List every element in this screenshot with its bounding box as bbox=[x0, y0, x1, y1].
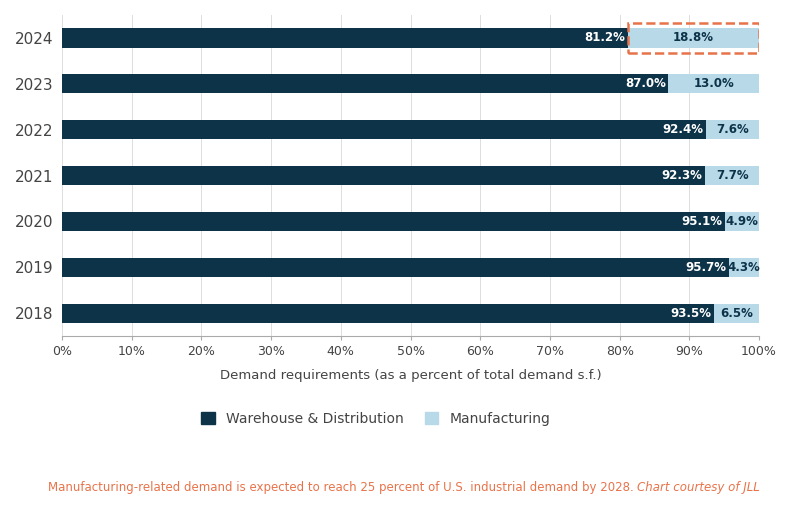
Bar bbox=[706, 166, 759, 185]
Bar bbox=[628, 28, 759, 48]
Text: 13.0%: 13.0% bbox=[693, 78, 734, 90]
Text: Chart courtesy of JLL: Chart courtesy of JLL bbox=[637, 481, 760, 494]
Text: 95.1%: 95.1% bbox=[681, 215, 722, 228]
Text: 92.3%: 92.3% bbox=[662, 169, 703, 182]
Bar bbox=[729, 258, 759, 277]
X-axis label: Demand requirements (as a percent of total demand s.f.): Demand requirements (as a percent of tot… bbox=[219, 369, 601, 382]
Text: 4.9%: 4.9% bbox=[725, 215, 759, 228]
Bar bbox=[706, 120, 759, 139]
Bar bbox=[62, 166, 706, 185]
Legend: Warehouse & Distribution, Manufacturing: Warehouse & Distribution, Manufacturing bbox=[201, 412, 550, 425]
Text: 6.5%: 6.5% bbox=[720, 307, 753, 320]
Bar bbox=[668, 74, 759, 93]
Bar bbox=[714, 304, 759, 323]
Bar bbox=[62, 74, 668, 93]
Text: 95.7%: 95.7% bbox=[685, 261, 726, 274]
Text: 7.6%: 7.6% bbox=[716, 123, 749, 136]
Text: 7.7%: 7.7% bbox=[716, 169, 748, 182]
Text: 87.0%: 87.0% bbox=[625, 78, 665, 90]
Text: 18.8%: 18.8% bbox=[673, 31, 714, 45]
Bar bbox=[62, 120, 706, 139]
Bar bbox=[62, 304, 714, 323]
Text: 4.3%: 4.3% bbox=[728, 261, 760, 274]
Bar bbox=[62, 258, 729, 277]
Text: 93.5%: 93.5% bbox=[670, 307, 711, 320]
Text: 92.4%: 92.4% bbox=[662, 123, 703, 136]
Bar bbox=[62, 28, 628, 48]
Text: 81.2%: 81.2% bbox=[584, 31, 625, 45]
Bar bbox=[725, 212, 759, 231]
Text: Manufacturing-related demand is expected to reach 25 percent of U.S. industrial : Manufacturing-related demand is expected… bbox=[48, 481, 637, 494]
Bar bbox=[62, 212, 725, 231]
